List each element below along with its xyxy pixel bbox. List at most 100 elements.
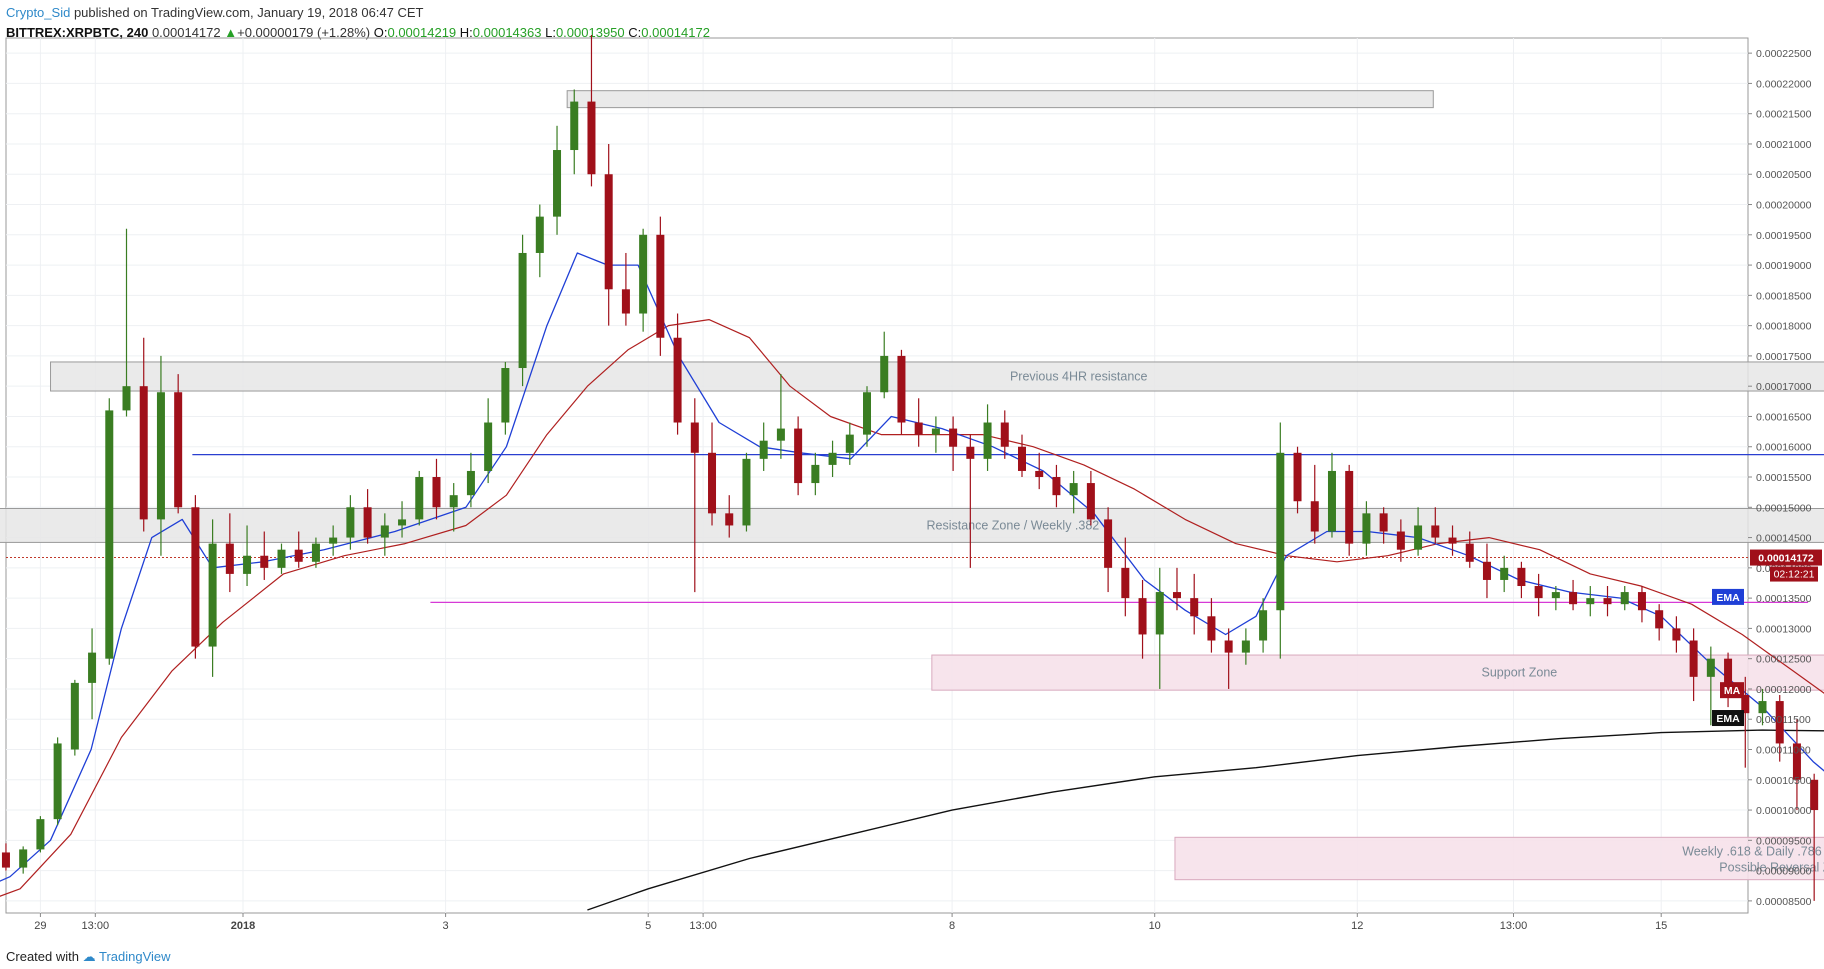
- candle: [794, 416, 803, 496]
- last-price-tag: 0.00014172: [1750, 549, 1822, 566]
- candle: [1792, 719, 1801, 811]
- candle: [1379, 507, 1388, 544]
- ohlc-line: BITTREX:XRPBTC, 240 0.00014172 ▲+0.00000…: [6, 23, 710, 43]
- x-tick-label: 8: [949, 920, 955, 932]
- y-tick-label: 0.00008500: [1756, 896, 1812, 908]
- footer: Created with ☁ TradingView: [6, 947, 171, 969]
- zone-box: [931, 654, 1824, 691]
- candle-body: [105, 410, 114, 659]
- candle: [966, 434, 975, 568]
- candle: [1534, 573, 1543, 617]
- open-value: 0.00014219: [387, 25, 457, 40]
- indicator-tag-label: EMA: [1716, 713, 1740, 725]
- tradingview-brand[interactable]: TradingView: [99, 949, 171, 964]
- publish-line: Crypto_Sid published on TradingView.com,…: [6, 3, 710, 23]
- zone: Support Zone: [931, 654, 1824, 691]
- candle-body: [587, 101, 596, 175]
- candle: [432, 458, 441, 520]
- candle-body: [1172, 592, 1181, 599]
- candle-body: [914, 422, 923, 435]
- candle-body: [983, 422, 992, 459]
- candle-body: [1345, 470, 1354, 544]
- candle: [518, 234, 527, 387]
- candle-body: [570, 101, 579, 151]
- y-tick-label: 0.00013000: [1756, 623, 1812, 635]
- candle-body: [1534, 586, 1543, 599]
- candle-body: [1138, 598, 1147, 635]
- open-label: O:: [373, 25, 388, 40]
- y-tick-label: 0.00009500: [1756, 835, 1812, 847]
- candle-body: [156, 392, 165, 520]
- candle: [363, 489, 372, 544]
- candle: [1345, 464, 1354, 556]
- y-tick-label: 0.00022000: [1756, 78, 1812, 90]
- candle-body: [415, 477, 424, 520]
- candle: [1414, 507, 1423, 556]
- candle: [845, 422, 854, 465]
- candle: [1448, 525, 1457, 556]
- candle: [105, 398, 114, 665]
- candle-body: [1689, 640, 1698, 677]
- candle-body: [1259, 610, 1268, 641]
- candle-body: [656, 234, 665, 338]
- candle-body: [1035, 470, 1044, 478]
- candle: [1362, 501, 1371, 556]
- x-tick-label: 5: [645, 920, 651, 932]
- y-tick-label: 0.00020000: [1756, 200, 1812, 212]
- candle-body: [897, 355, 906, 423]
- candle-body: [380, 525, 389, 538]
- indicator-tag: EMA: [1712, 710, 1744, 727]
- zone-label: Resistance Zone / Weekly .382: [926, 518, 1099, 532]
- candle-body: [535, 216, 544, 253]
- zone-box: [0, 508, 1824, 543]
- candle: [621, 252, 630, 326]
- indicators-layer: [0, 252, 1824, 911]
- candle: [1758, 688, 1767, 726]
- candle-body: [811, 464, 820, 484]
- candle: [1672, 616, 1681, 653]
- candle-body: [673, 337, 682, 423]
- author-link[interactable]: Crypto_Sid: [6, 5, 71, 20]
- y-tick-label: 0.00011000: [1756, 745, 1811, 757]
- y-tick-label: 0.00017000: [1756, 381, 1812, 393]
- candle: [1052, 464, 1061, 508]
- zone: [566, 90, 1434, 109]
- candle: [1396, 519, 1405, 562]
- zone-box: [1174, 836, 1824, 881]
- indicator-tag-box: [1712, 588, 1744, 605]
- candle-body: [1396, 531, 1405, 550]
- candle-body: [1792, 743, 1801, 780]
- candle: [776, 374, 785, 459]
- candle-body: [1241, 640, 1250, 653]
- price-change: +0.00000179 (+1.28%): [237, 25, 371, 40]
- candle: [311, 537, 320, 568]
- candle: [949, 416, 958, 471]
- indicator-tag-box: [1712, 710, 1744, 727]
- candle-body: [1620, 592, 1629, 605]
- candle: [19, 846, 28, 874]
- candle-body: [1104, 519, 1113, 568]
- candle: [1121, 537, 1130, 617]
- candle: [260, 531, 269, 580]
- candle-body: [1706, 658, 1715, 677]
- candle-body: [1276, 452, 1285, 611]
- candle: [759, 422, 768, 471]
- indicator-tag-label: EMA: [1716, 592, 1740, 604]
- candle: [1310, 464, 1319, 544]
- candles-layer: [1, 34, 1819, 901]
- candle-body: [1069, 483, 1078, 496]
- candle-body: [1310, 501, 1319, 532]
- candle-body: [1431, 525, 1440, 538]
- candle: [1569, 579, 1578, 611]
- plot-frame: [5, 37, 1749, 914]
- candle: [398, 501, 407, 538]
- candle: [673, 313, 682, 435]
- y-tick-label: 0.00012000: [1756, 684, 1812, 696]
- y-tick-label: 0.00017500: [1756, 351, 1812, 363]
- y-tick-label: 0.00016000: [1756, 442, 1812, 454]
- candle-body: [501, 368, 510, 423]
- candle: [294, 531, 303, 568]
- candle-body: [1724, 658, 1733, 696]
- candle: [1104, 507, 1113, 593]
